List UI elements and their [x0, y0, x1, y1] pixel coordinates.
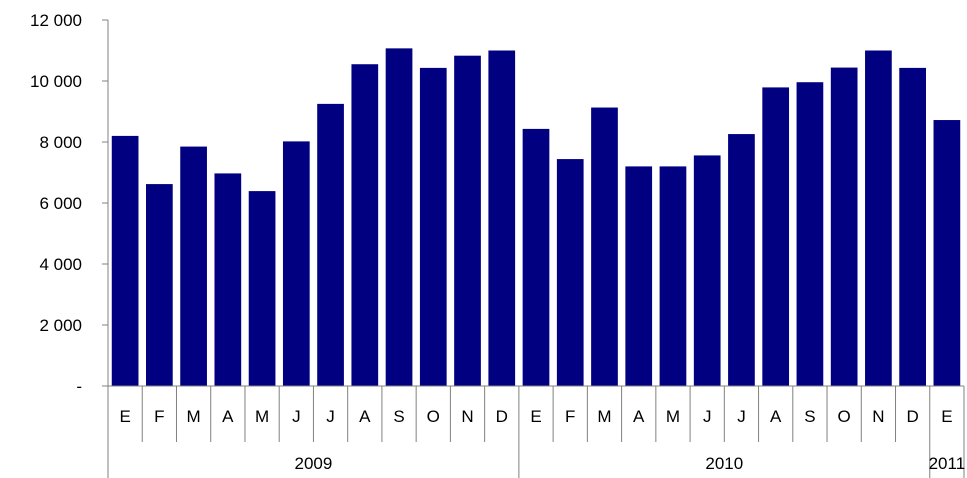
- bar: [180, 146, 207, 386]
- x-category-label: E: [119, 407, 130, 426]
- bar: [693, 155, 721, 386]
- x-category-label: J: [737, 407, 746, 426]
- x-category-label: J: [292, 407, 301, 426]
- bar: [214, 173, 242, 386]
- bar: [933, 120, 961, 386]
- bar: [419, 67, 447, 386]
- bar: [317, 103, 344, 386]
- x-axis: E F M A M J J A S O N D E F M A M J J A S O N D E 2009 2010 2011: [107, 385, 966, 478]
- y-tick-label: -: [76, 377, 82, 396]
- bar: [488, 50, 516, 386]
- bar: [625, 166, 653, 386]
- bar: [556, 159, 584, 386]
- bar: [111, 135, 139, 386]
- x-category-label: S: [393, 407, 404, 426]
- x-category-label: F: [565, 407, 575, 426]
- bar: [659, 166, 687, 386]
- x-category-label: J: [326, 407, 335, 426]
- bar: [899, 67, 926, 386]
- bar: [796, 82, 824, 386]
- x-group-label: 2009: [295, 454, 333, 473]
- bar: [282, 141, 310, 386]
- x-category-label: A: [222, 407, 234, 426]
- y-tick-label: 2 000: [39, 316, 82, 335]
- bar: [591, 107, 618, 386]
- x-category-label: A: [359, 407, 371, 426]
- x-group-label: 2011: [929, 454, 966, 473]
- x-category-label: M: [597, 407, 611, 426]
- x-category-label: M: [187, 407, 201, 426]
- x-category-label: O: [427, 407, 440, 426]
- x-category-label: F: [154, 407, 164, 426]
- x-category-label: M: [666, 407, 680, 426]
- bar: [865, 50, 892, 386]
- x-group-label: 2010: [705, 454, 743, 473]
- bars: [111, 48, 961, 387]
- y-tick-label: 6 000: [39, 194, 82, 213]
- x-category-label: E: [941, 407, 952, 426]
- y-tick-label: 12 000: [30, 11, 82, 30]
- bar: [351, 64, 379, 386]
- x-category-label: E: [530, 407, 541, 426]
- y-tick-label: 8 000: [39, 133, 82, 152]
- x-category-label: A: [633, 407, 645, 426]
- x-category-label: N: [461, 407, 473, 426]
- bar: [385, 48, 413, 387]
- bar: [728, 134, 755, 386]
- x-category-label: D: [906, 407, 918, 426]
- bar: [830, 67, 858, 386]
- x-category-label: O: [838, 407, 851, 426]
- x-category-label: J: [703, 407, 712, 426]
- x-category-label: D: [496, 407, 508, 426]
- y-axis: - 2 000 4 000 6 000 8 000 10 000 12 000: [30, 11, 109, 396]
- bar: [454, 55, 481, 387]
- bar: [762, 87, 790, 386]
- x-category-label: N: [872, 407, 884, 426]
- x-category-label: M: [255, 407, 269, 426]
- bar: [146, 184, 173, 386]
- bar: [248, 191, 276, 386]
- x-category-label: S: [804, 407, 815, 426]
- x-category-label: A: [770, 407, 782, 426]
- y-tick-label: 4 000: [39, 255, 82, 274]
- y-tick-label: 10 000: [30, 72, 82, 91]
- bar: [522, 128, 550, 386]
